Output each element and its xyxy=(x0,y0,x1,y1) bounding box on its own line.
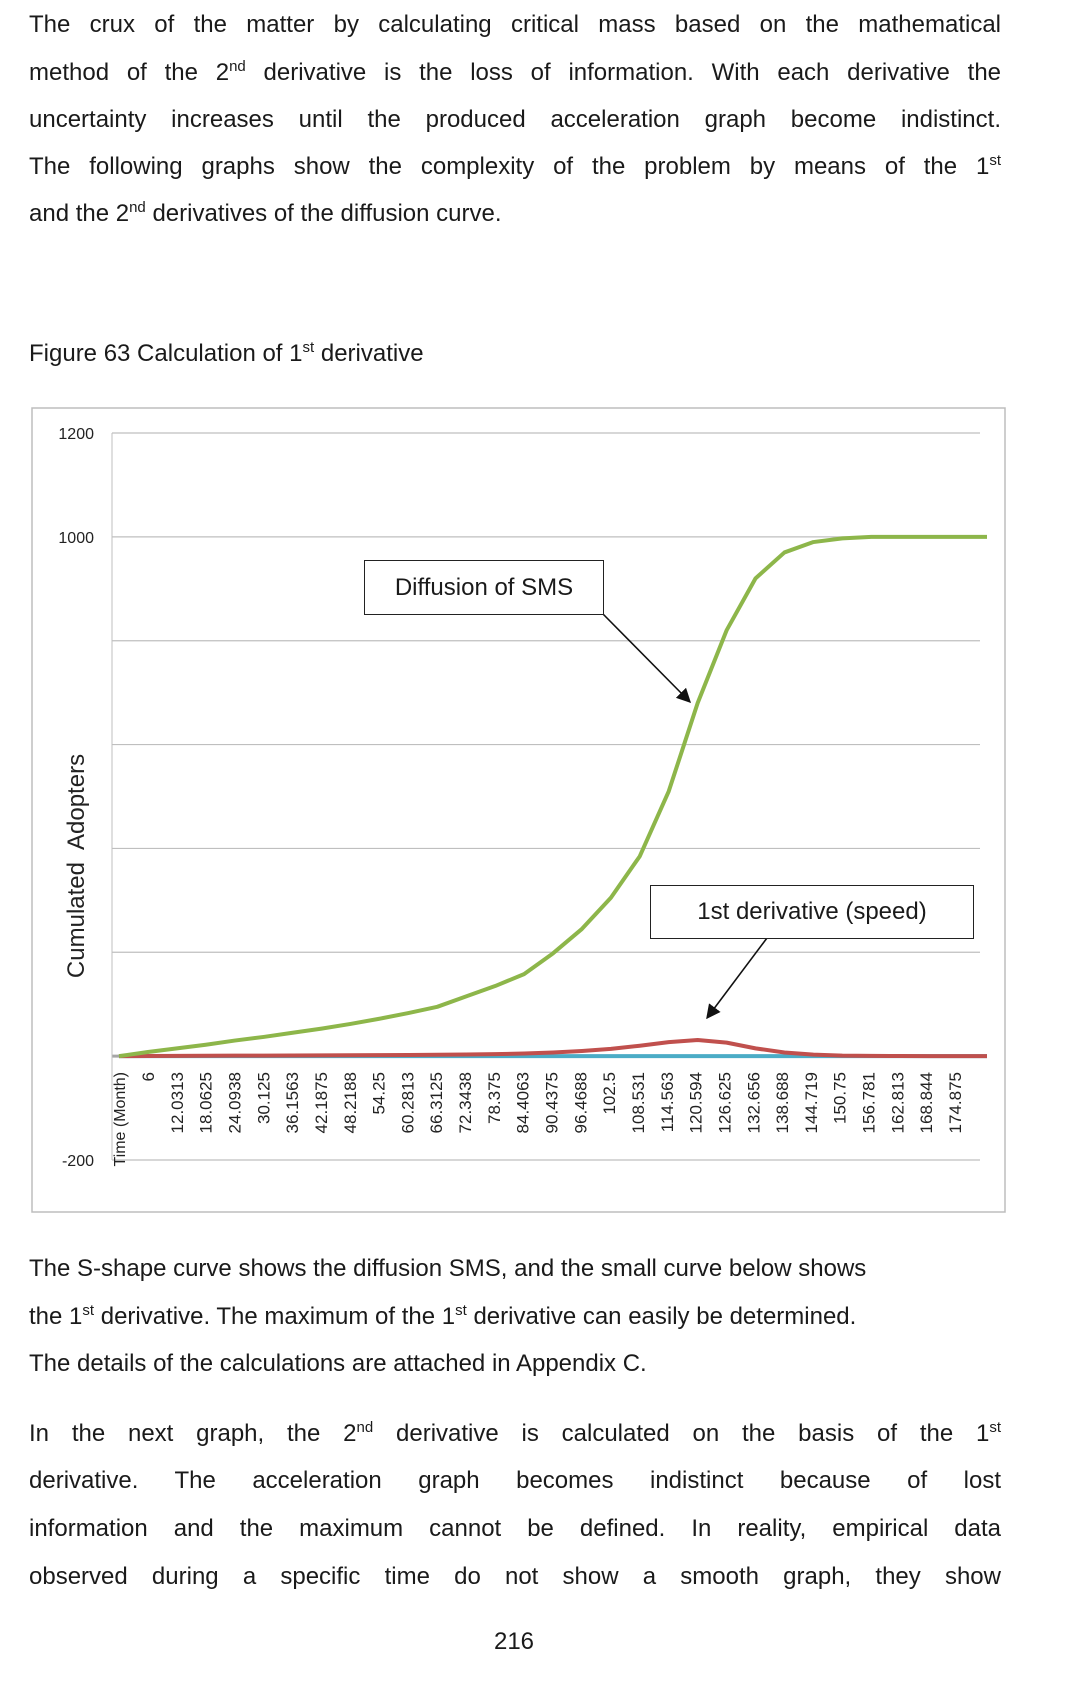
page-number: 216 xyxy=(493,1628,535,1655)
x-tick-label: 48.2188 xyxy=(341,1072,360,1133)
y-tick-1200: 1200 xyxy=(58,426,94,443)
p2-line: the 1st derivative. The maximum of the 1… xyxy=(29,1302,1001,1332)
x-tick-label: 114.563 xyxy=(658,1072,677,1132)
text-segment: The crux of the matter by calculating cr… xyxy=(29,11,1001,38)
y-tick-1000: 1000 xyxy=(58,530,94,547)
x-tick-label: 90.4375 xyxy=(543,1072,562,1133)
superscript: nd xyxy=(356,1419,374,1436)
x-tick-label: 138.688 xyxy=(773,1072,792,1133)
superscript: st xyxy=(82,1302,95,1319)
x-tick-label: 66.3125 xyxy=(427,1072,446,1133)
annotation-arrow-diffusion xyxy=(602,613,692,704)
text-segment: Figure 63 Calculation of 1 xyxy=(29,340,303,367)
p3-line: derivative. The acceleration graph becom… xyxy=(29,1466,1001,1496)
x-tick-label: 126.625 xyxy=(715,1072,734,1133)
x-tick-label: 96.4688 xyxy=(571,1072,590,1133)
superscript: st xyxy=(455,1302,467,1319)
p3-line: observed during a specific time do not s… xyxy=(29,1562,1001,1592)
series-1st-derivative-speed- xyxy=(118,1038,987,1059)
p2-line: The S-shape curve shows the diffusion SM… xyxy=(29,1254,1001,1284)
p1-line: The crux of the matter by calculating cr… xyxy=(29,10,1001,40)
x-tick-label: 24.0938 xyxy=(225,1072,244,1133)
x-tick-label: 102.5 xyxy=(600,1072,619,1115)
text-segment: uncertainty increases until the produced… xyxy=(29,106,1001,133)
text-segment: derivative is the loss of information. W… xyxy=(245,59,1002,86)
x-tick-label: 42.1875 xyxy=(312,1072,331,1133)
p1-line: and the 2nd derivatives of the diffusion… xyxy=(29,199,1001,229)
text-segment: The S-shape curve shows the diffusion SM… xyxy=(29,1255,867,1282)
text-segment: The details of the calculations are atta… xyxy=(29,1350,647,1377)
x-tick-label: 144.719 xyxy=(802,1072,821,1133)
superscript: nd xyxy=(229,58,246,75)
p1-line: The following graphs show the complexity… xyxy=(29,152,1001,182)
x-tick-label: 84.4063 xyxy=(514,1072,533,1133)
p3-line: information and the maximum cannot be de… xyxy=(29,1514,1001,1544)
annotation-arrow-derivative xyxy=(706,937,768,1020)
text-segment: derivatives of the diffusion curve. xyxy=(145,200,502,227)
text-segment: the 1 xyxy=(29,1303,83,1330)
x-tick-label: 6 xyxy=(139,1072,158,1081)
x-tick-label: 120.594 xyxy=(687,1072,706,1133)
superscript: st xyxy=(989,1419,1002,1436)
annotation-first-derivative: 1st derivative (speed) xyxy=(650,885,974,939)
p1-line: uncertainty increases until the produced… xyxy=(29,105,1001,135)
annotation-diffusion-of-sms: Diffusion of SMS xyxy=(364,560,604,615)
x-tick-label: 30.125 xyxy=(254,1072,273,1124)
x-tick-label: 78.375 xyxy=(485,1072,504,1124)
x-tick-label: 132.656 xyxy=(744,1072,763,1133)
y-tick-minus200: -200 xyxy=(62,1153,94,1170)
text-segment: observed during a specific time do not s… xyxy=(29,1563,1001,1590)
p2-line: The details of the calculations are atta… xyxy=(29,1349,1001,1379)
x-tick-label: 156.781 xyxy=(860,1072,879,1133)
x-tick-label: 36.1563 xyxy=(283,1072,302,1133)
x-tick-label: 150.75 xyxy=(831,1072,850,1124)
superscript: nd xyxy=(129,199,146,216)
p3-line: In the next graph, the 2nd derivative is… xyxy=(29,1419,1001,1449)
x-tick-label: 54.25 xyxy=(370,1072,389,1115)
x-axis-label: Time (Month) xyxy=(112,1072,129,1167)
text-segment: derivative. The acceleration graph becom… xyxy=(29,1467,1001,1494)
x-tick-label: 174.875 xyxy=(946,1072,965,1133)
superscript: st xyxy=(302,339,315,356)
superscript: st xyxy=(989,152,1001,169)
series-diffusion-of-sms xyxy=(118,534,987,1059)
x-tick-label: 72.3438 xyxy=(456,1072,475,1133)
x-tick-label: 60.2813 xyxy=(398,1072,417,1133)
text-segment: and the 2 xyxy=(29,200,130,227)
text-segment: derivative can easily be determined. xyxy=(466,1303,857,1330)
text-segment: derivative. The maximum of the 1 xyxy=(94,1303,456,1330)
x-tick-label: 12.0313 xyxy=(168,1072,187,1133)
caption-line: Figure 63 Calculation of 1st derivative xyxy=(29,339,1001,369)
text-segment: In the next graph, the 2 xyxy=(29,1420,357,1447)
text-segment: information and the maximum cannot be de… xyxy=(29,1515,1001,1542)
text-segment: derivative is calculated on the basis of… xyxy=(373,1420,990,1447)
y-axis-label: Cumulated Adopters xyxy=(63,754,90,978)
chart-frame xyxy=(31,407,1006,1213)
x-tick-label: 18.0625 xyxy=(197,1072,216,1133)
text-segment: The following graphs show the complexity… xyxy=(29,153,990,180)
text-segment: derivative xyxy=(314,340,424,367)
x-tick-label: 108.531 xyxy=(629,1072,648,1133)
text-segment: method of the 2 xyxy=(29,59,230,86)
x-tick-label: 168.844 xyxy=(917,1072,936,1133)
x-tick-label: 162.813 xyxy=(888,1072,907,1133)
p1-line: method of the 2nd derivative is the loss… xyxy=(29,58,1001,88)
